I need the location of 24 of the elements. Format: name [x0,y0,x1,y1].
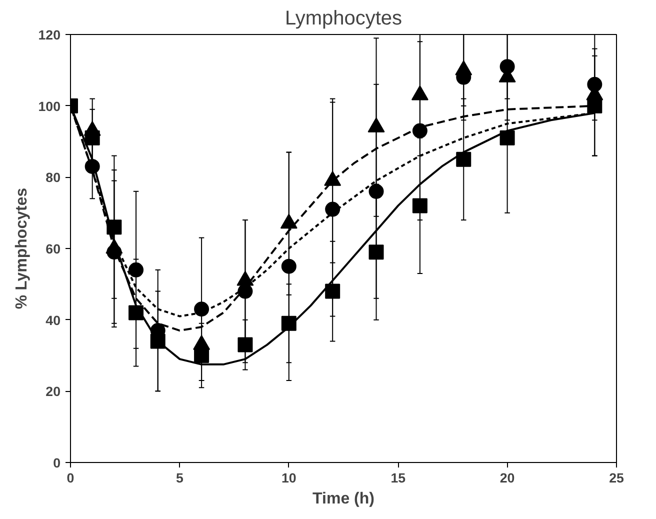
y-axis-title: % Lymphocytes [13,188,30,310]
point [368,184,384,199]
y-tick-label: 0 [53,456,61,470]
y-tick-label: 120 [38,28,61,42]
y-tick-label: 60 [46,242,61,256]
point [128,262,144,278]
point [368,244,384,260]
point [500,130,515,146]
x-tick-label: 20 [500,470,515,486]
x-tick-label: 25 [609,470,624,486]
x-axis-title: Time (h) [312,490,374,508]
point [412,198,428,214]
point [456,152,472,167]
point [281,258,296,274]
x-tick-label: 5 [176,470,184,486]
y-tick-label: 100 [38,98,61,114]
x-tick-label: 15 [390,470,406,486]
point [238,337,253,352]
x-tick-label: 0 [66,470,74,486]
y-tick-label: 80 [46,170,61,186]
y-tick-label: 20 [46,384,61,400]
x-tick-label: 10 [281,470,296,486]
y-tick-label: 40 [46,312,61,328]
chart-title: Lymphocytes [284,8,402,30]
